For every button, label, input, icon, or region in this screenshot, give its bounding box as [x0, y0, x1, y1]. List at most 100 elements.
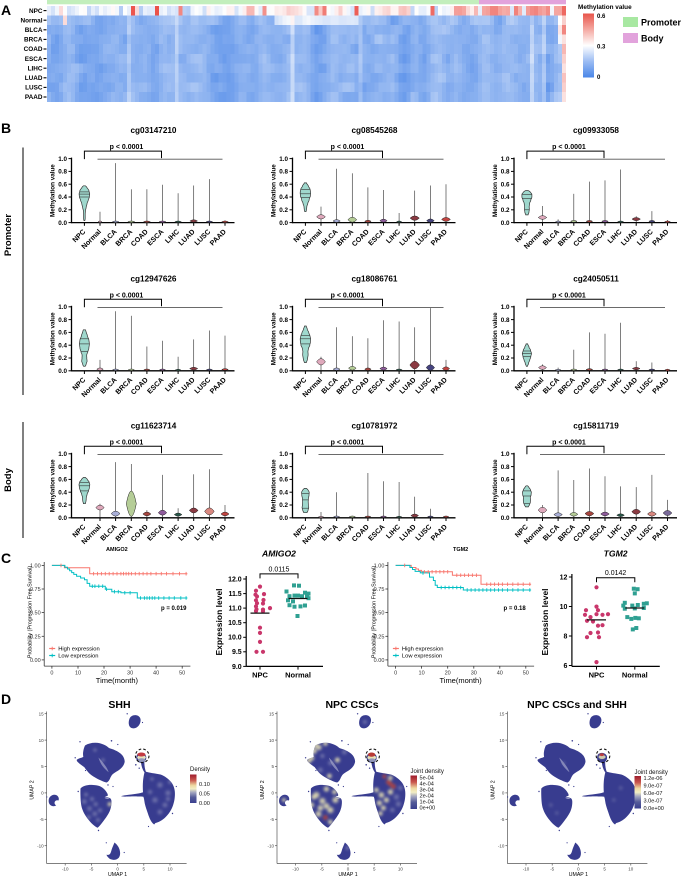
- svg-text:0: 0: [502, 791, 505, 796]
- svg-text:Low expression: Low expression: [58, 654, 98, 660]
- svg-text:50: 50: [179, 671, 185, 677]
- svg-text:0.0: 0.0: [58, 515, 67, 522]
- svg-text:Expression level: Expression level: [540, 588, 550, 655]
- svg-text:11.0: 11.0: [228, 606, 241, 613]
- svg-text:0e+00: 0e+00: [420, 806, 436, 812]
- svg-text:COAD: COAD: [572, 228, 592, 248]
- svg-text:10: 10: [419, 671, 425, 677]
- svg-text:10: 10: [269, 738, 275, 743]
- svg-text:LUAD: LUAD: [620, 376, 640, 396]
- svg-text:Methylation value: Methylation value: [492, 164, 499, 217]
- svg-text:5: 5: [603, 867, 606, 872]
- svg-text:p < 0.0001: p < 0.0001: [110, 292, 144, 299]
- svg-text:PAAD: PAAD: [429, 523, 449, 543]
- svg-text:0.2: 0.2: [279, 207, 288, 214]
- svg-text:30: 30: [471, 671, 477, 677]
- svg-text:ESCA: ESCA: [367, 376, 387, 396]
- svg-text:Probability (Progression Free: Probability (Progression Free Survival): [28, 566, 34, 658]
- svg-text:LUAD: LUAD: [177, 228, 197, 248]
- svg-text:0.2: 0.2: [501, 355, 510, 362]
- svg-text:NPC: NPC: [589, 671, 605, 680]
- svg-text:5: 5: [41, 764, 44, 769]
- svg-text:0.6: 0.6: [279, 477, 288, 484]
- svg-text:9.0: 9.0: [232, 664, 242, 671]
- svg-text:NPC: NPC: [252, 671, 268, 680]
- svg-text:UMAP 1: UMAP 1: [108, 872, 127, 877]
- svg-text:Methylation value: Methylation value: [492, 312, 499, 365]
- svg-text:30: 30: [127, 671, 133, 677]
- svg-text:TGM2: TGM2: [453, 547, 468, 553]
- svg-text:0.4: 0.4: [501, 489, 510, 496]
- svg-text:10: 10: [398, 867, 404, 872]
- svg-text:0.2: 0.2: [279, 502, 288, 509]
- svg-text:cg10781972: cg10781972: [352, 421, 398, 430]
- svg-text:AMIGO2: AMIGO2: [106, 547, 128, 553]
- svg-text:LIHC: LIHC: [28, 65, 43, 72]
- svg-text:1.2e-06: 1.2e-06: [644, 776, 663, 782]
- svg-text:0.4: 0.4: [501, 194, 510, 201]
- svg-text:-10: -10: [267, 843, 274, 848]
- svg-text:LUSC: LUSC: [636, 523, 655, 542]
- svg-text:-10: -10: [37, 843, 44, 848]
- svg-text:1.0: 1.0: [58, 451, 67, 458]
- svg-text:p < 0.0001: p < 0.0001: [110, 144, 144, 151]
- svg-text:UMAP 2: UMAP 2: [260, 780, 266, 799]
- svg-text:-10: -10: [498, 843, 505, 848]
- svg-text:ESCA: ESCA: [588, 376, 608, 396]
- svg-text:COAD: COAD: [24, 46, 43, 53]
- svg-text:Joint density: Joint density: [635, 770, 668, 776]
- svg-text:0.25: 0.25: [374, 634, 385, 640]
- svg-text:0.0: 0.0: [279, 368, 288, 375]
- svg-text:0.0: 0.0: [501, 368, 510, 375]
- svg-text:COAD: COAD: [572, 523, 592, 543]
- svg-text:p < 0.0001: p < 0.0001: [552, 292, 586, 299]
- svg-text:1.00: 1.00: [374, 563, 385, 569]
- svg-text:Methylation value: Methylation value: [271, 459, 278, 512]
- svg-text:COAD: COAD: [129, 523, 149, 543]
- svg-text:1.0: 1.0: [58, 304, 67, 311]
- svg-text:Methylation value: Methylation value: [271, 164, 278, 217]
- svg-text:5: 5: [271, 764, 274, 769]
- svg-text:ESCA: ESCA: [588, 228, 608, 248]
- svg-text:-10: -10: [292, 867, 299, 872]
- svg-text:AMIGO2: AMIGO2: [261, 549, 296, 559]
- svg-text:cg08545268: cg08545268: [352, 126, 398, 135]
- svg-text:0.75: 0.75: [30, 587, 41, 593]
- svg-text:20: 20: [445, 671, 451, 677]
- svg-text:p = 0.019: p = 0.019: [161, 606, 187, 612]
- svg-text:cg24050511: cg24050511: [573, 274, 619, 283]
- svg-text:cg15811719: cg15811719: [573, 421, 619, 430]
- svg-text:p = 0.18: p = 0.18: [504, 606, 527, 612]
- svg-text:0.8: 0.8: [279, 317, 288, 324]
- svg-text:0.6: 0.6: [501, 477, 510, 484]
- svg-text:5: 5: [143, 867, 146, 872]
- svg-text:NPC CSCs: NPC CSCs: [325, 699, 378, 711]
- svg-text:Promoter: Promoter: [641, 18, 682, 28]
- svg-text:0: 0: [116, 867, 119, 872]
- svg-text:1.0: 1.0: [279, 156, 288, 163]
- svg-text:40: 40: [497, 671, 503, 677]
- svg-text:High expression: High expression: [402, 647, 444, 653]
- svg-text:1.0: 1.0: [501, 304, 510, 311]
- svg-text:LUSC: LUSC: [414, 523, 433, 542]
- svg-text:0.0: 0.0: [501, 220, 510, 227]
- svg-text:Time(month): Time(month): [96, 676, 139, 685]
- svg-text:ESCA: ESCA: [146, 228, 166, 248]
- svg-text:ESCA: ESCA: [146, 376, 166, 396]
- svg-text:0.4: 0.4: [58, 489, 67, 496]
- svg-text:-5: -5: [320, 867, 324, 872]
- svg-text:0.2: 0.2: [279, 355, 288, 362]
- svg-text:-5: -5: [550, 867, 554, 872]
- svg-text:Promoter: Promoter: [3, 214, 14, 257]
- svg-text:0.0115: 0.0115: [269, 566, 290, 573]
- svg-text:Expression level: Expression level: [214, 588, 224, 655]
- svg-text:10: 10: [560, 604, 568, 611]
- svg-text:0.6: 0.6: [597, 14, 606, 20]
- svg-text:UMAP 1: UMAP 1: [569, 872, 588, 877]
- svg-text:cg09933058: cg09933058: [573, 126, 619, 135]
- svg-text:COAD: COAD: [350, 523, 370, 543]
- svg-text:0.8: 0.8: [501, 464, 510, 471]
- svg-text:1.00: 1.00: [30, 563, 41, 569]
- svg-text:0.8: 0.8: [279, 464, 288, 471]
- svg-text:0: 0: [50, 671, 53, 677]
